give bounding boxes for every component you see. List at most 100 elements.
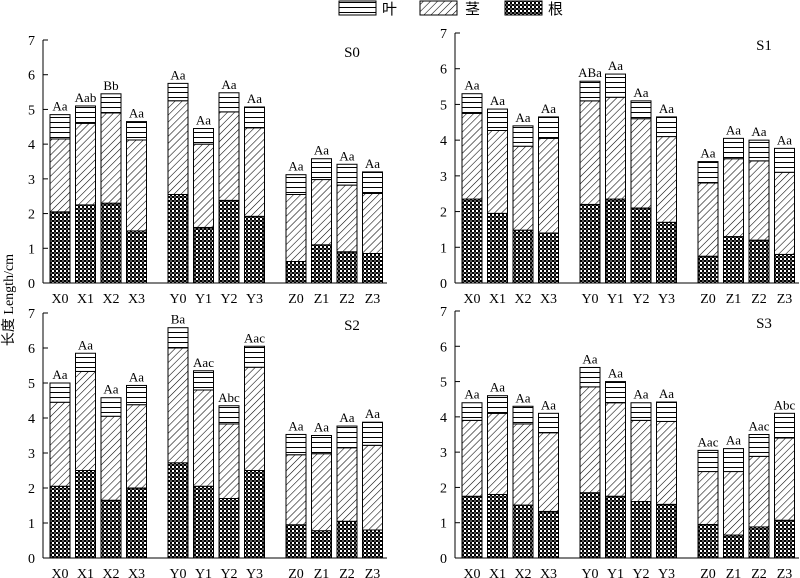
bar-segment-stem-z2 [748, 455, 770, 528]
bar-segment-root-x2 [100, 202, 122, 284]
bar-segment-root-z0 [285, 524, 307, 559]
bar-segment-root-x3 [538, 510, 559, 559]
bar-segment-leaf-z1 [311, 158, 332, 181]
x-tick-label: Z2 [339, 567, 355, 578]
bar-segment-stem-y1 [193, 143, 214, 228]
x-tick-label: Z2 [339, 292, 355, 307]
bar-segment-leaf-y3 [244, 106, 265, 129]
bar-segment-leaf-y1 [605, 73, 626, 98]
legend-label-stem: 茎 [465, 1, 480, 18]
bar-segment-root-y0 [167, 462, 189, 559]
x-tick-label: Z1 [726, 567, 742, 578]
bar-segment-leaf-z3 [362, 421, 383, 446]
y-tick-label: 7 [440, 27, 447, 42]
bar-segment-root-x1 [487, 493, 508, 559]
x-tick-label: Z0 [288, 567, 304, 578]
bar-segment-stem-z3 [774, 437, 795, 521]
bar-segment-root-x3 [538, 232, 559, 284]
bar-segment-leaf-y1 [193, 370, 214, 391]
x-tick-label: X0 [51, 292, 68, 307]
x-tick-label: X2 [102, 292, 119, 307]
x-tick-label: Y2 [220, 567, 237, 578]
bar-segment-leaf-z1 [723, 137, 744, 160]
bar-segment-stem-y0 [167, 347, 189, 464]
bar-segment-stem-x0 [49, 401, 71, 487]
bar-segment-leaf-z3 [362, 171, 383, 194]
significance-label: Aa [314, 143, 329, 158]
bar-segment-stem-y2 [630, 419, 652, 503]
bar-segment-leaf-y2 [630, 402, 652, 421]
y-tick-label: 1 [28, 242, 35, 257]
bar-segment-root-y3 [656, 503, 677, 559]
bar-segment-stem-x3 [538, 432, 559, 512]
x-tick-label: Y0 [169, 292, 186, 307]
bar-segment-leaf-z0 [697, 449, 719, 473]
x-tick-label: Y1 [607, 567, 624, 578]
significance-label: Abc [218, 390, 240, 405]
bar-segment-stem-z0 [697, 471, 719, 525]
bar-segment-root-y3 [656, 221, 677, 284]
x-tick-label: X3 [128, 292, 145, 307]
y-tick-label: 0 [440, 552, 447, 567]
significance-label: Aac [749, 419, 770, 434]
bar-segment-stem-x0 [461, 112, 483, 200]
bar-segment-root-x0 [461, 495, 483, 559]
bar-segment-root-x2 [512, 229, 534, 284]
significance-label: Aa [726, 433, 741, 448]
bar-segment-root-y2 [630, 501, 652, 559]
significance-label: Aa [339, 410, 354, 425]
bar-segment-root-x2 [100, 499, 122, 559]
bar-segment-leaf-z0 [285, 174, 307, 195]
bar-segment-stem-z1 [723, 471, 744, 536]
bar-segment-stem-x1 [487, 412, 508, 495]
significance-label: Aa [288, 159, 303, 174]
x-tick-label: Y3 [658, 567, 675, 578]
bar-segment-root-x3 [126, 487, 147, 559]
bar-segment-leaf-z1 [723, 448, 744, 473]
significance-label: Aac [698, 434, 719, 449]
significance-label: Aa [515, 110, 530, 125]
x-tick-label: Z0 [288, 292, 304, 307]
bar-segment-leaf-z2 [336, 425, 358, 449]
significance-label: Aa [196, 113, 211, 128]
bar-segment-root-y2 [218, 199, 240, 284]
panel-title: S1 [756, 38, 772, 54]
legend-swatch-root [504, 0, 543, 16]
significance-label: Aa [582, 351, 597, 366]
y-tick-label: 2 [28, 482, 35, 497]
bar-segment-leaf-z3 [774, 412, 795, 439]
bar-segment-leaf-x2 [100, 93, 122, 114]
bar-segment-leaf-y2 [630, 100, 652, 120]
bar-segment-leaf-x2 [512, 125, 534, 147]
significance-label: Aa [103, 382, 118, 397]
x-tick-label: Y0 [169, 567, 186, 578]
bar-segment-leaf-z2 [336, 163, 358, 186]
significance-label: Aa [490, 380, 505, 395]
bar-segment-stem-z0 [697, 182, 719, 257]
bar-segment-stem-z2 [336, 184, 358, 253]
bar-segment-stem-x0 [49, 138, 71, 213]
x-tick-label: Z1 [314, 292, 330, 307]
bar-segment-root-y2 [218, 498, 240, 559]
y-tick-label: 1 [28, 517, 35, 532]
bar-segment-leaf-z0 [285, 433, 307, 456]
bar-segment-leaf-x0 [461, 402, 483, 421]
legend-item-leaf: 叶 [338, 0, 397, 18]
bar-segment-stem-y0 [579, 100, 601, 205]
bar-segment-root-y1 [193, 226, 214, 284]
significance-label: Aa [365, 406, 380, 421]
bar-segment-root-y0 [579, 203, 601, 284]
y-axis-label: 长度 Length/cm [1, 254, 17, 346]
x-tick-label: Z3 [777, 567, 793, 578]
x-tick-label: Z3 [365, 292, 381, 307]
bar-segment-root-x0 [49, 485, 71, 559]
y-tick-label: 3 [28, 447, 35, 462]
significance-label: Aa [659, 101, 674, 116]
x-tick-label: Z3 [365, 567, 381, 578]
bar-segment-stem-x3 [126, 139, 147, 232]
bar-segment-root-y0 [579, 492, 601, 559]
panel-s3: 0 1 2 3 4 5 6 7 S3 Aa X0 Aa X1 Aa X2 Aa X3 Aa Y0 Aa Y1 Aa Y2 Aa… [440, 305, 799, 578]
significance-label: Aa [314, 420, 329, 435]
x-tick-label: Y2 [220, 292, 237, 307]
